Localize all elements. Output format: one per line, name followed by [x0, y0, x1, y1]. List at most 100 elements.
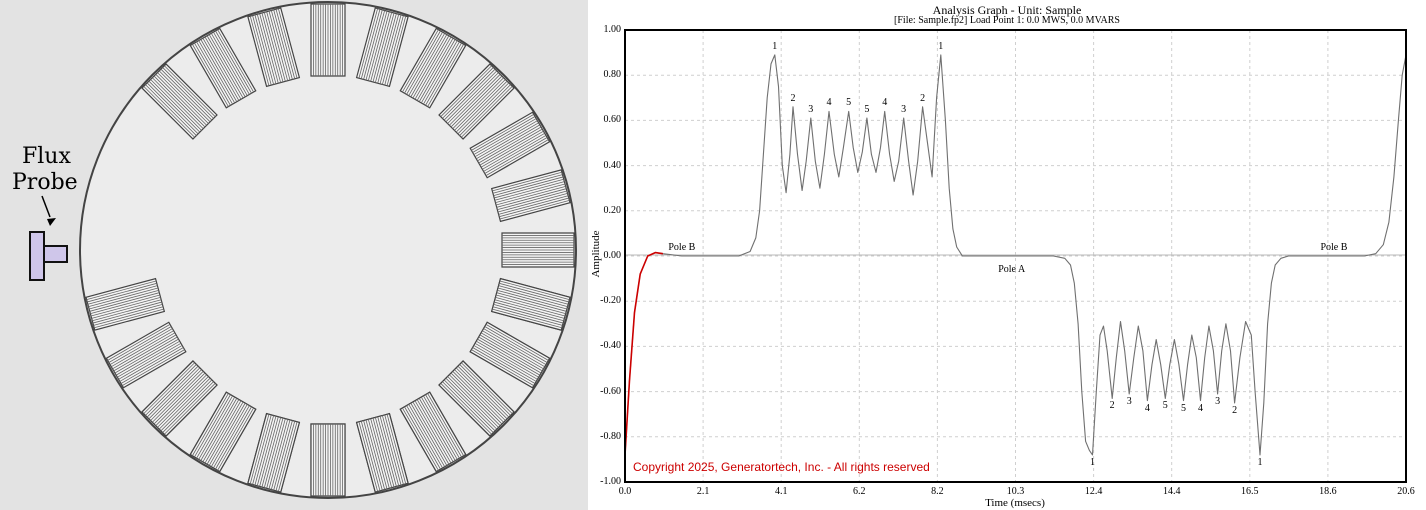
slot-winding-line — [210, 33, 248, 96]
slot-winding-line — [473, 345, 537, 382]
slot-winding-line — [496, 292, 567, 312]
slot-winding-line — [146, 82, 199, 135]
slot-winding-line — [119, 345, 183, 382]
series-layer — [624, 54, 1407, 456]
slot-winding-line — [87, 282, 157, 303]
slot-winding-line — [452, 77, 504, 129]
slot-winding-line — [440, 65, 492, 117]
slot-winding-line — [266, 418, 286, 489]
slot-winding-line — [152, 77, 204, 129]
slot-winding-line — [410, 34, 448, 98]
slot-winding-line — [164, 65, 216, 117]
slot-winding-line — [499, 197, 569, 218]
probe-arrow-icon — [41, 195, 56, 226]
slot-winding-line — [461, 86, 513, 138]
slot-winding-line — [275, 421, 296, 491]
slot-winding-line — [249, 16, 270, 86]
slot-winding-line — [499, 200, 570, 220]
slot-winding-line — [143, 86, 195, 138]
rotor-cross-section — [29, 1, 577, 499]
slot-winding-line — [363, 420, 383, 491]
slot-winding-line — [404, 406, 441, 470]
slot-winding-line — [252, 414, 272, 485]
slot-winding-line — [93, 306, 164, 326]
x-tick-label: 12.4 — [1084, 486, 1103, 497]
slot-winding-line — [459, 364, 511, 416]
slot-winding-line — [499, 282, 569, 303]
slot-winding-line — [270, 419, 291, 490]
slot-winding-line — [442, 381, 494, 433]
slot-winding-line — [115, 338, 179, 376]
peak-label: 1 — [1257, 456, 1263, 468]
slot-winding-line — [270, 10, 291, 81]
x-tick-label: 0.0 — [618, 486, 632, 497]
slot-winding-line — [449, 374, 501, 426]
peak-label: 3 — [1126, 395, 1132, 407]
slot-winding-line — [484, 137, 548, 174]
slot-winding-line — [153, 75, 206, 128]
slot-winding-line — [146, 365, 199, 418]
slot-winding-line — [367, 11, 388, 81]
plot-frame — [624, 29, 1407, 483]
slot-winding-line — [215, 30, 252, 94]
slot-winding-line — [418, 398, 456, 461]
slot-winding-line — [273, 420, 293, 491]
rotor-diagram-panel: Flux Probe — [0, 0, 588, 510]
slot-winding-line — [145, 84, 197, 136]
slot-winding-line — [158, 377, 211, 430]
slot-winding-line — [155, 374, 207, 426]
slot-winding-line — [367, 419, 388, 489]
slot-winding-line — [495, 185, 566, 206]
slot-winding-line — [372, 12, 393, 83]
pole-label: Pole B — [668, 242, 696, 253]
slot-winding-line — [194, 394, 231, 458]
slot-winding-line — [160, 68, 213, 121]
slot-winding-line — [162, 381, 214, 433]
flux-trace-line — [624, 54, 1407, 456]
x-tick-label: 4.1 — [774, 486, 788, 497]
slot-winding-line — [196, 395, 233, 459]
y-tick-label: 0.20 — [603, 204, 622, 216]
slot-winding-line — [148, 80, 201, 133]
slot-winding-line — [92, 304, 163, 324]
slot-winding-line — [482, 330, 545, 368]
slot-winding-line — [384, 15, 404, 86]
slot-winding-line — [249, 414, 270, 484]
slot-winding-line — [402, 29, 439, 93]
slot-winding-line — [112, 332, 176, 370]
analysis-graph-panel: Analysis Graph - Unit: Sample [File: Sam… — [588, 0, 1426, 510]
slot-winding-line — [217, 29, 254, 93]
peak-label: 2 — [920, 92, 926, 104]
slot-winding-line — [89, 292, 160, 312]
peak-label: 3 — [808, 104, 814, 116]
slot-winding-line — [217, 407, 254, 471]
slot-winding-line — [384, 414, 404, 485]
y-tick-label: 0.60 — [603, 114, 622, 126]
slot-winding-line — [408, 404, 446, 467]
slot-winding-line — [370, 11, 390, 82]
slot-winding-line — [478, 126, 542, 164]
slot-winding-line — [406, 405, 443, 469]
slot-winding-line — [91, 299, 162, 319]
slot-winding-line — [492, 174, 563, 194]
x-tick-label: 20.6 — [1397, 486, 1415, 497]
slot-winding-line — [92, 301, 162, 322]
slot-winding-line — [109, 328, 173, 365]
slot-winding-line — [155, 74, 207, 126]
slot-winding-line — [268, 11, 289, 81]
slot-winding-line — [423, 41, 460, 105]
peak-label: 1 — [772, 40, 778, 52]
slot-winding-line — [148, 367, 201, 420]
slot-winding-line — [497, 287, 568, 308]
slot-winding-line — [273, 9, 293, 80]
slot-winding-line — [360, 9, 381, 79]
slot-winding-line — [412, 401, 450, 465]
slot-winding-line — [278, 421, 298, 492]
slot-winding-line — [442, 67, 494, 119]
slot-winding-line — [471, 349, 534, 386]
slot-winding-line — [445, 70, 498, 123]
peak-label: 4 — [882, 97, 888, 109]
slot-winding-line — [425, 42, 462, 106]
peak-label: 2 — [1109, 400, 1115, 412]
slot-winding-line — [485, 139, 549, 176]
